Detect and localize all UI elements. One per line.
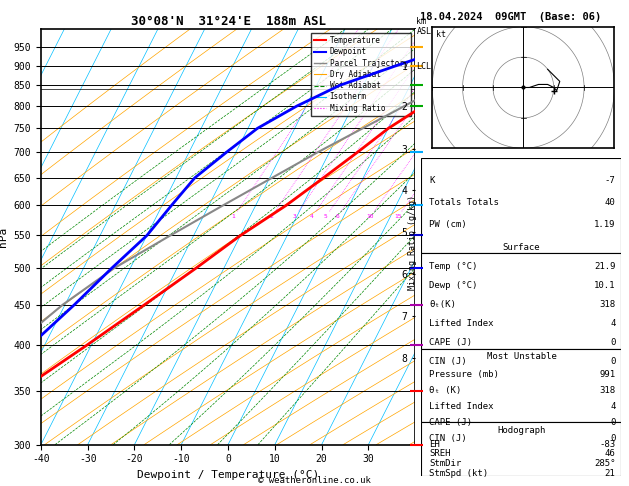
Bar [421, 349, 621, 422]
Text: 2: 2 [269, 214, 273, 219]
Text: CAPE (J): CAPE (J) [430, 338, 472, 347]
Text: 21.9: 21.9 [594, 261, 615, 271]
Text: 21: 21 [604, 469, 615, 478]
Text: 6: 6 [335, 214, 339, 219]
Text: CIN (J): CIN (J) [430, 434, 467, 443]
Bar [421, 158, 621, 254]
Text: 3: 3 [293, 214, 297, 219]
Text: 0: 0 [610, 357, 615, 366]
Text: 991: 991 [599, 370, 615, 379]
Text: km
ASL: km ASL [416, 17, 431, 36]
Text: 318: 318 [599, 300, 615, 309]
X-axis label: Dewpoint / Temperature (°C): Dewpoint / Temperature (°C) [137, 470, 319, 480]
Text: -83: -83 [599, 440, 615, 449]
Text: Surface: Surface [503, 243, 540, 252]
Text: StmDir: StmDir [430, 459, 462, 468]
Text: 0: 0 [610, 434, 615, 443]
Text: PW (cm): PW (cm) [430, 220, 467, 229]
Text: θₜ(K): θₜ(K) [430, 300, 456, 309]
Text: 10: 10 [366, 214, 374, 219]
Text: Totals Totals: Totals Totals [430, 198, 499, 207]
Text: 40: 40 [604, 198, 615, 207]
Text: 0: 0 [610, 417, 615, 427]
Text: 5: 5 [324, 214, 328, 219]
Text: Temp (°C): Temp (°C) [430, 261, 478, 271]
Text: θₜ (K): θₜ (K) [430, 386, 462, 395]
Text: StmSpd (kt): StmSpd (kt) [430, 469, 489, 478]
Text: 0: 0 [610, 338, 615, 347]
Text: 10.1: 10.1 [594, 281, 615, 290]
Bar [421, 254, 621, 349]
Text: EH: EH [430, 440, 440, 449]
Y-axis label: hPa: hPa [0, 227, 8, 247]
Text: 18.04.2024  09GMT  (Base: 06): 18.04.2024 09GMT (Base: 06) [420, 12, 601, 22]
Text: Lifted Index: Lifted Index [430, 402, 494, 411]
Legend: Temperature, Dewpoint, Parcel Trajectory, Dry Adiabat, Wet Adiabat, Isotherm, Mi: Temperature, Dewpoint, Parcel Trajectory… [311, 33, 411, 116]
Text: K: K [430, 176, 435, 185]
Text: Pressure (mb): Pressure (mb) [430, 370, 499, 379]
Text: LCL: LCL [416, 62, 431, 70]
Text: 1: 1 [231, 214, 235, 219]
Text: Most Unstable: Most Unstable [486, 352, 557, 362]
Text: Hodograph: Hodograph [498, 426, 545, 434]
Text: 1.19: 1.19 [594, 220, 615, 229]
Text: 4: 4 [310, 214, 314, 219]
Text: 15: 15 [394, 214, 401, 219]
Text: CAPE (J): CAPE (J) [430, 417, 472, 427]
Text: 4: 4 [610, 319, 615, 328]
Text: Lifted Index: Lifted Index [430, 319, 494, 328]
Text: 46: 46 [604, 450, 615, 458]
Text: Mixing Ratio (g/kg): Mixing Ratio (g/kg) [408, 195, 417, 291]
Text: © weatheronline.co.uk: © weatheronline.co.uk [258, 476, 371, 485]
Title: 30°08'N  31°24'E  188m ASL: 30°08'N 31°24'E 188m ASL [130, 15, 326, 28]
Text: 285°: 285° [594, 459, 615, 468]
Text: 4: 4 [610, 402, 615, 411]
Text: -7: -7 [604, 176, 615, 185]
Text: CIN (J): CIN (J) [430, 357, 467, 366]
Text: SREH: SREH [430, 450, 451, 458]
Text: Dewp (°C): Dewp (°C) [430, 281, 478, 290]
Text: 318: 318 [599, 386, 615, 395]
Bar [421, 422, 621, 476]
Text: kt: kt [436, 31, 446, 39]
